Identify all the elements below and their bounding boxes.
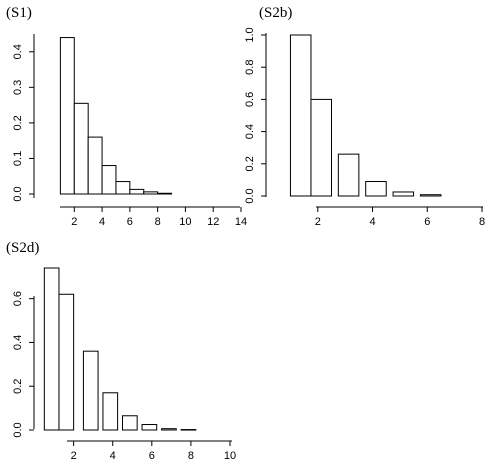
x-tick-label: 6 [149,450,155,462]
y-tick-label: 0.4 [12,44,24,59]
histogram-bar [180,429,197,431]
panel-s2b: (S2b) 2 4 6 8 0.0 0.2 0.4 0.6 0.8 1.0 [244,5,485,228]
y-tick-label: 0.6 [12,291,24,306]
histogram-bar [43,267,60,431]
x-tick-label: 4 [369,216,375,228]
y-tick-label: 0.3 [12,80,24,95]
histogram-bar [82,350,99,431]
histogram-bar [87,136,103,195]
histogram-bar [58,293,75,431]
panel-label: (S2b) [259,5,292,21]
y-tick-label: 0.0 [12,422,24,437]
x-tick-label: 6 [424,216,430,228]
x-tick-label: 8 [479,216,485,228]
histogram-bar [122,415,138,431]
y-tick-label: 0.0 [244,188,256,203]
histogram-bar [419,194,442,197]
y-tick-label: 0.2 [244,156,256,171]
histogram-bar [310,98,332,197]
y-tick-label: 0.1 [12,151,24,166]
y-tick-label: 1.0 [244,27,256,42]
x-tick-label: 2 [71,450,77,462]
y-tick-label: 0.8 [244,60,256,75]
x-tick-label: 4 [99,216,105,228]
y-tick-label: 0.6 [244,92,256,107]
y-tick-label: 0.2 [12,379,24,394]
x-tick-label: 8 [188,450,194,462]
histogram-bar [101,165,117,195]
histogram-bar [143,191,159,195]
x-tick-label: 10 [224,450,236,462]
histogram-bar [102,392,119,431]
histogram-bar [115,181,131,195]
panel-s1: (S1) 2 4 6 8 10 12 14 0.0 0.1 0.2 0.3 0.4 [6,5,247,228]
panel-label: (S1) [6,5,32,21]
histogram-bar [289,34,312,197]
histogram-bar [59,37,75,195]
y-tick-label: 0.0 [12,186,24,201]
panel-s2d: (S2d) 2 4 6 8 10 0.0 0.2 0.4 0.6 [6,240,236,462]
x-tick-label: 2 [71,216,77,228]
x-tick-label: 4 [110,450,116,462]
x-tick-label: 6 [127,216,133,228]
y-tick-label: 0.4 [12,335,24,350]
x-tick-label: 14 [235,216,247,228]
x-tick-label: 2 [315,216,321,228]
histogram-bar [141,424,158,431]
y-tick-label: 0.2 [12,115,24,130]
y-tick-label: 0.4 [244,124,256,139]
histogram-bar [365,181,387,197]
histogram-bar [161,428,177,431]
histogram-bar [392,191,415,197]
x-tick-label: 10 [179,216,191,228]
panel-label: (S2d) [6,240,39,256]
x-tick-label: 8 [155,216,161,228]
histogram-bar [157,192,173,195]
histogram-bar [129,188,145,195]
histogram-bar [73,102,89,195]
histogram-bar [337,153,360,197]
x-tick-label: 12 [207,216,219,228]
